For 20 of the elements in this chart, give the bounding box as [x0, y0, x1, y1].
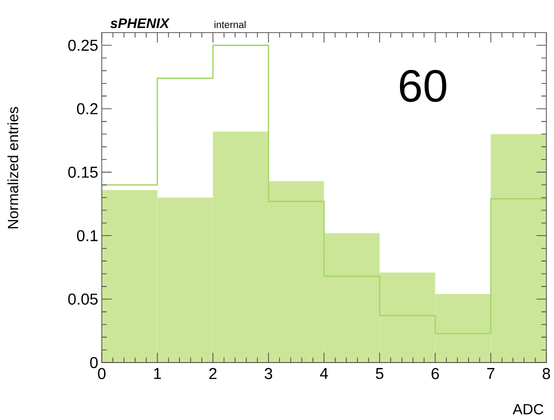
text: sPHENIX [110, 18, 170, 28]
annotation: 60 [400, 70, 446, 102]
x-tick-label: 8 [542, 368, 550, 380]
text: internal [214, 20, 246, 28]
x-tick-label: 4 [320, 368, 328, 379]
x-tick-label: 1 [154, 368, 161, 379]
x-tick-label: 2 [209, 368, 216, 380]
x-tick-label: 6 [432, 368, 439, 380]
x-tick-label: 7 [487, 368, 494, 379]
y-tick-label: 0.15 [68, 166, 98, 178]
y-tick-label: 0.2 [77, 103, 98, 114]
y-tick-label: 0.05 [68, 294, 98, 305]
x-axis-title: ADC [512, 404, 544, 414]
y-tick-label: 0.1 [77, 230, 98, 242]
x-tick-label: 0 [98, 368, 106, 380]
y-axis-title: Normalized entries [7, 107, 18, 228]
y-tick-label: 0 [90, 357, 98, 368]
y-tick-label: 0.25 [68, 40, 98, 51]
x-tick-label: 3 [264, 368, 272, 380]
x-tick-label: 5 [376, 368, 384, 380]
